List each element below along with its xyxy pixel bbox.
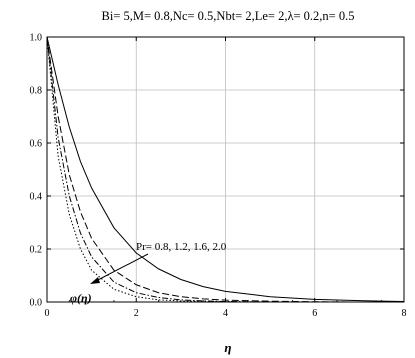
arrow-head <box>90 277 100 284</box>
y-tick-label: 0.6 <box>30 139 43 150</box>
phi-label: φ(η) <box>70 291 92 305</box>
x-tick-labels: 0 2 4 6 8 <box>45 308 407 319</box>
series-line-4 <box>46 36 404 303</box>
y-tick-label: 0.8 <box>30 86 43 97</box>
pr-annotation: Pr= 0.8, 1.2, 1.6, 2.0 <box>136 241 227 253</box>
x-tick-label: 0 <box>45 308 50 319</box>
x-tick-label: 4 <box>223 308 228 319</box>
annotation-arrow <box>93 253 149 283</box>
series-line-1 <box>46 36 405 302</box>
y-tick-labels: 0.0 0.2 0.4 0.6 0.8 1.0 <box>30 33 43 309</box>
x-tick-label: 6 <box>312 308 317 319</box>
y-tick-label: 0.2 <box>30 245 43 256</box>
x-tick-label: 8 <box>402 308 407 319</box>
x-axis-label: η <box>224 340 231 355</box>
chart-title: Bi= 5,M= 0.8,Nc= 0.5,Nbt= 2,Le= 2,λ= 0.2… <box>102 9 355 23</box>
grid <box>47 37 404 302</box>
y-tick-label: 0.0 <box>30 298 43 309</box>
y-tick-label: 1.0 <box>30 33 43 44</box>
x-tick-label: 2 <box>134 308 139 319</box>
y-tick-label: 0.4 <box>30 192 43 203</box>
series-lines <box>46 36 405 303</box>
series-line-2 <box>46 36 404 303</box>
series-line-3 <box>46 36 404 303</box>
